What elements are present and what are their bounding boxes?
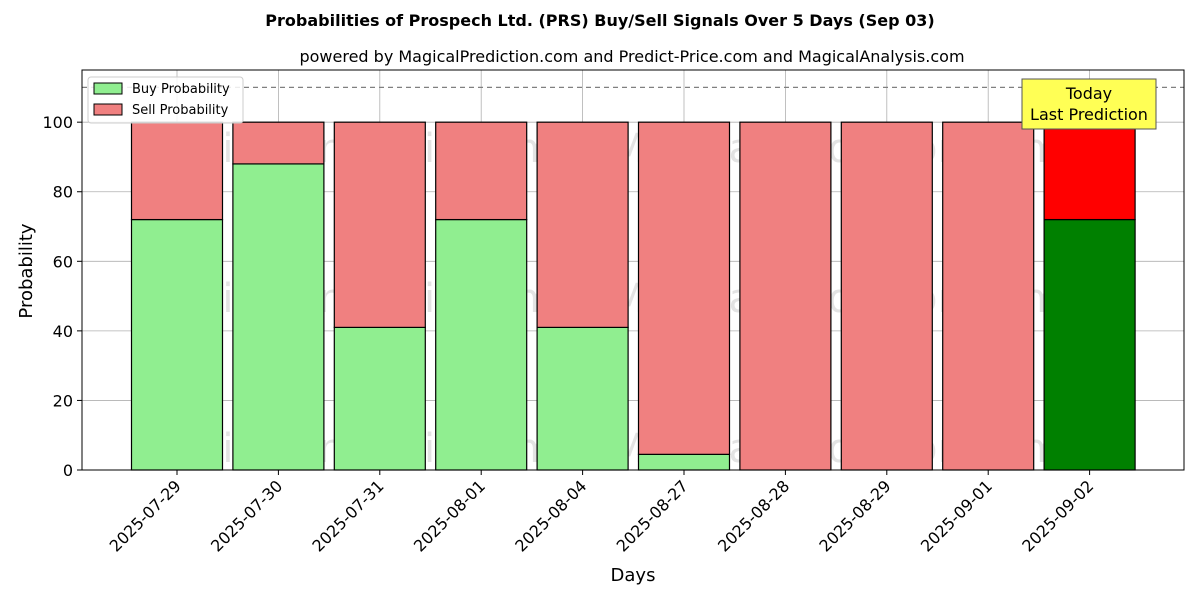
x-tick-label: 2025-07-31 bbox=[308, 476, 387, 555]
bar-buy bbox=[637, 453, 731, 471]
legend-swatch bbox=[93, 82, 123, 95]
bar-buy bbox=[1043, 218, 1136, 471]
y-tick-label: 40 bbox=[53, 322, 73, 341]
plot-area: MagicalAnalysis.comMagicalPrediction.com… bbox=[42, 69, 1185, 556]
legend-label: Sell Probability bbox=[132, 103, 229, 118]
x-tick-label: 2025-08-28 bbox=[714, 476, 793, 555]
x-tick-label: 2025-09-02 bbox=[1018, 476, 1097, 555]
bar-sell bbox=[536, 121, 629, 328]
chart-title: Probabilities of Prospech Ltd. (PRS) Buy… bbox=[265, 11, 934, 30]
annotation-line: Last Prediction bbox=[1030, 105, 1148, 124]
x-tick-label: 2025-07-29 bbox=[106, 476, 185, 555]
bar-sell bbox=[435, 121, 528, 221]
x-tick-label: 2025-08-29 bbox=[815, 476, 894, 555]
y-tick-label: 60 bbox=[53, 252, 73, 271]
bar-sell bbox=[942, 121, 1035, 471]
bar-buy bbox=[130, 218, 224, 471]
annotation-box bbox=[1021, 78, 1157, 130]
y-axis-label: Probability bbox=[16, 223, 37, 318]
x-tick-label: 2025-08-27 bbox=[613, 476, 692, 555]
bar-sell bbox=[333, 121, 426, 328]
bar-sell bbox=[637, 121, 731, 455]
y-tick-label: 0 bbox=[63, 461, 73, 480]
bar-sell bbox=[130, 121, 224, 221]
y-tick-label: 100 bbox=[42, 113, 73, 132]
legend-swatch bbox=[93, 103, 123, 116]
bar-sell bbox=[232, 121, 325, 165]
legend-box bbox=[87, 76, 244, 124]
y-tick-label: 80 bbox=[53, 183, 73, 202]
bar-sell bbox=[840, 121, 933, 471]
axes-frame bbox=[81, 69, 1185, 471]
y-tick-label: 20 bbox=[53, 391, 73, 410]
x-tick-label: 2025-07-30 bbox=[207, 476, 286, 555]
bar-buy bbox=[232, 163, 325, 471]
bar-sell bbox=[739, 121, 832, 471]
legend-label: Buy Probability bbox=[132, 82, 230, 97]
bar-sell bbox=[1043, 121, 1136, 221]
chart-subtitle: powered by MagicalPrediction.com and Pre… bbox=[299, 47, 964, 66]
bar-buy bbox=[536, 326, 629, 471]
x-tick-label: 2025-09-01 bbox=[917, 476, 996, 555]
bar-buy bbox=[435, 218, 528, 471]
bar-buy bbox=[333, 326, 426, 471]
x-tick-label: 2025-08-04 bbox=[511, 476, 590, 555]
annotation-line: Today bbox=[1065, 84, 1112, 103]
x-axis-label: Days bbox=[611, 565, 656, 586]
x-tick-label: 2025-08-01 bbox=[410, 476, 489, 555]
